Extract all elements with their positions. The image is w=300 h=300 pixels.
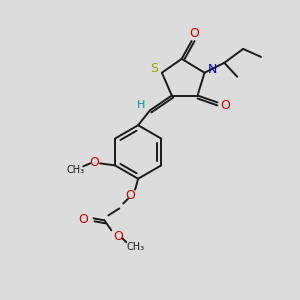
Text: CH₃: CH₃	[66, 165, 84, 175]
Text: O: O	[125, 189, 135, 202]
Text: H: H	[137, 100, 145, 110]
Text: N: N	[208, 63, 217, 76]
Text: O: O	[190, 27, 200, 40]
Text: O: O	[89, 156, 99, 169]
Text: O: O	[113, 230, 123, 243]
Text: S: S	[150, 62, 158, 75]
Text: O: O	[79, 213, 88, 226]
Text: O: O	[220, 99, 230, 112]
Text: CH₃: CH₃	[126, 242, 144, 252]
